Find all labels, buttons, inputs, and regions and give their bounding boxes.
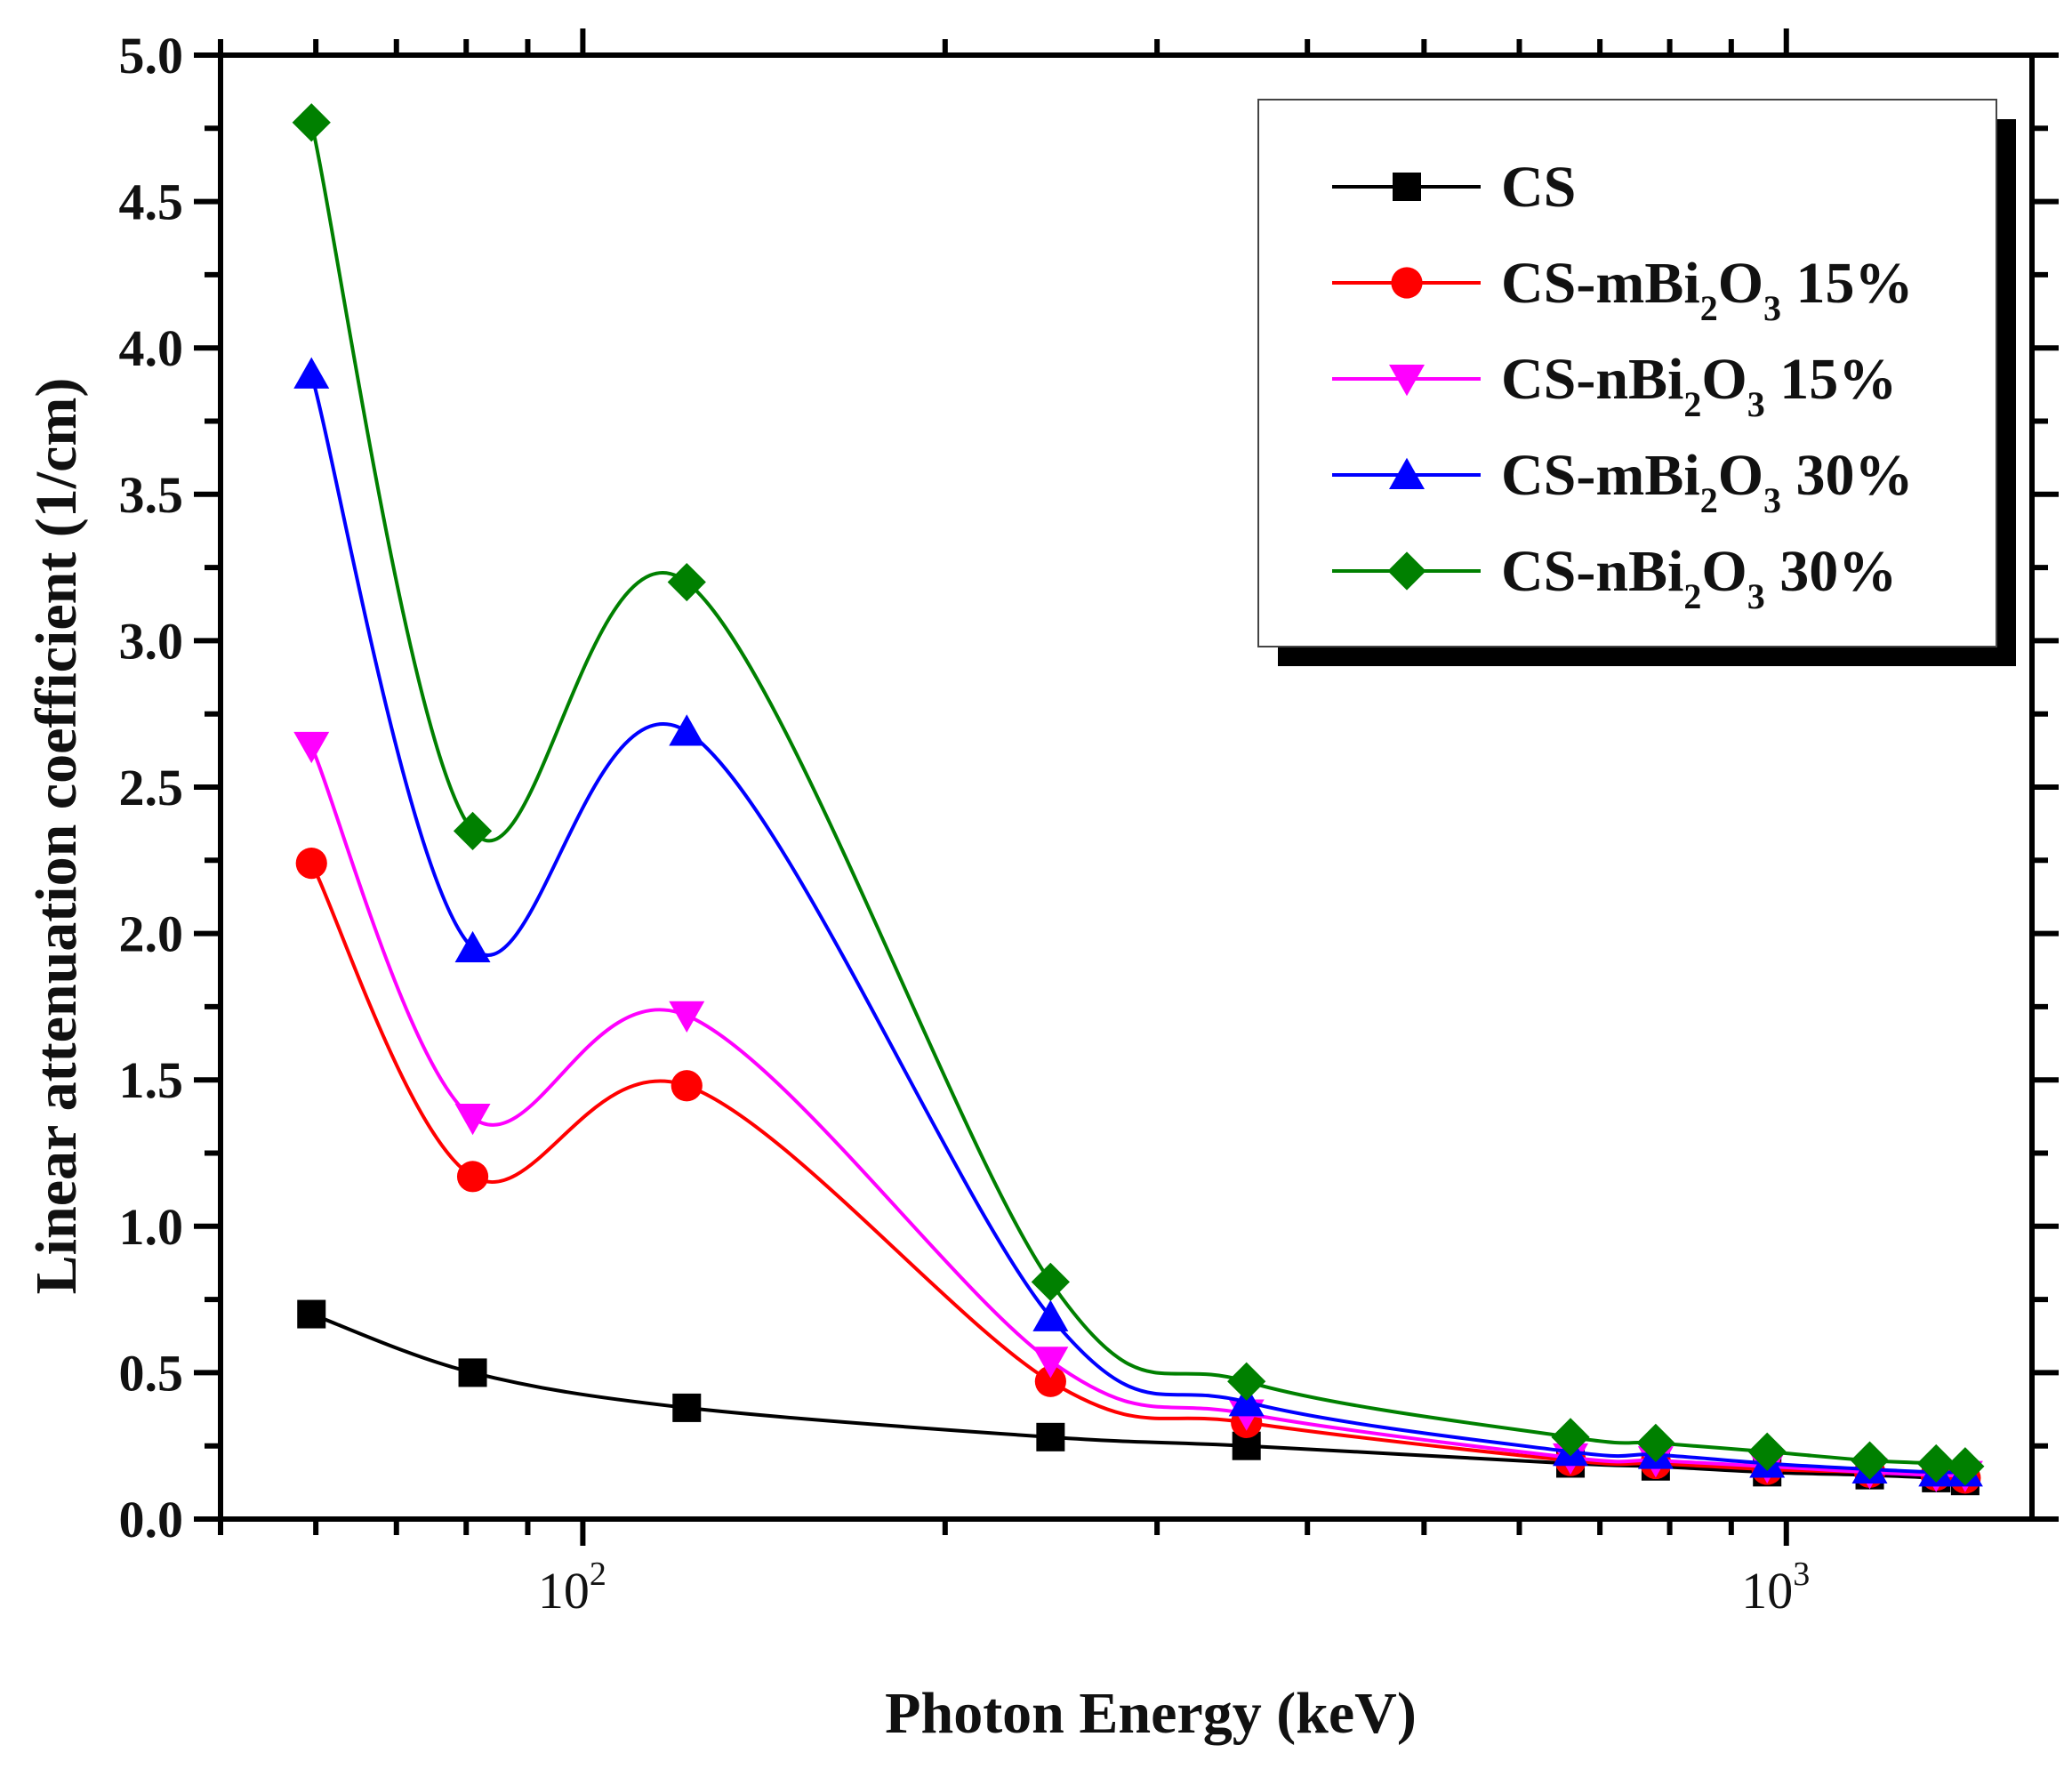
data-point <box>669 1001 705 1033</box>
x-axis-title: Photon Energy (keV) <box>885 1681 1417 1746</box>
series-1 <box>295 847 1981 1494</box>
data-point <box>293 731 330 764</box>
y-tick-label: 0.5 <box>119 1344 184 1402</box>
legend-label: CS-nBi2O3 30% <box>1501 539 1897 616</box>
y-tick-label: 5.0 <box>119 27 184 84</box>
legend-marker <box>1389 457 1425 489</box>
legend-label: CS-mBi2O3 30% <box>1501 443 1914 520</box>
y-tick-label: 3.0 <box>119 612 184 670</box>
y-tick-label: 0.0 <box>119 1491 184 1548</box>
legend-entry: CS-mBi2O3 30% <box>1332 443 1914 520</box>
data-point <box>295 847 327 880</box>
legend-label: CS <box>1501 155 1576 220</box>
data-point <box>1636 1423 1675 1463</box>
data-point <box>672 1393 702 1422</box>
data-point <box>671 1070 703 1102</box>
y-tick-label: 3.5 <box>119 466 184 524</box>
series-4 <box>292 103 1985 1486</box>
legend-box <box>1257 99 1997 647</box>
legend-marker <box>1387 551 1426 591</box>
series-line <box>310 1312 1966 1483</box>
axes-layer: 0.0 0.5 1.0 1.5 2.0 2.5 3.0 3.5 4.0 4.5 5.0 102 103 <box>119 27 2059 1620</box>
data-point <box>1034 1365 1066 1397</box>
y-axis-title: Linear attenuation coefficient (1/cm) <box>24 378 89 1295</box>
y-tick-label: 4.5 <box>119 173 184 231</box>
data-point <box>1227 1362 1266 1401</box>
data-point <box>454 930 491 963</box>
legend-entry: CS-nBi2O3 15% <box>1332 347 1897 424</box>
y-tick-label: 4.0 <box>119 319 184 377</box>
y-tick-label: 2.0 <box>119 905 184 963</box>
data-point <box>1916 1443 1956 1483</box>
series-line <box>309 374 1965 1475</box>
data-point <box>1032 1299 1069 1331</box>
legend-label: CS-nBi2O3 15% <box>1501 347 1897 424</box>
legend-marker <box>1389 365 1425 397</box>
legend-marker <box>1391 267 1423 299</box>
data-point <box>453 811 493 850</box>
data-point <box>1551 1418 1590 1457</box>
data-point <box>458 1358 487 1387</box>
x-tick-label: 103 <box>1741 1556 1810 1620</box>
data-point <box>1850 1441 1890 1480</box>
legend: CS CS-mBi2O3 15% CS-nBi2O3 15% CS-mBi2O3 30… <box>1257 99 2016 666</box>
series-line <box>309 862 1966 1480</box>
data-point <box>297 1299 326 1329</box>
series-line <box>309 745 1965 1477</box>
data-point <box>1747 1432 1787 1471</box>
data-point <box>1036 1422 1065 1451</box>
data-point <box>1032 1347 1069 1379</box>
data-point <box>292 103 331 142</box>
data-point <box>667 562 706 602</box>
legend-entry: CS <box>1332 155 1576 220</box>
legend-label: CS-mBi2O3 15% <box>1501 251 1914 328</box>
y-tick-label: 1.5 <box>119 1051 184 1109</box>
legend-entry: CS-mBi2O3 15% <box>1332 251 1914 328</box>
data-point <box>454 1103 491 1136</box>
y-tick-label: 1.0 <box>119 1198 184 1256</box>
data-point <box>1031 1262 1070 1301</box>
data-point <box>669 714 705 746</box>
x-tick-label: 102 <box>538 1556 606 1620</box>
y-tick-label: 2.5 <box>119 759 184 816</box>
data-point <box>293 357 330 389</box>
data-point <box>1946 1447 1985 1486</box>
legend-entry: CS-nBi2O3 30% <box>1332 539 1897 616</box>
data-point <box>456 1161 489 1193</box>
legend-marker <box>1393 173 1421 201</box>
series-layer <box>292 103 1985 1496</box>
series-2 <box>293 731 1983 1492</box>
